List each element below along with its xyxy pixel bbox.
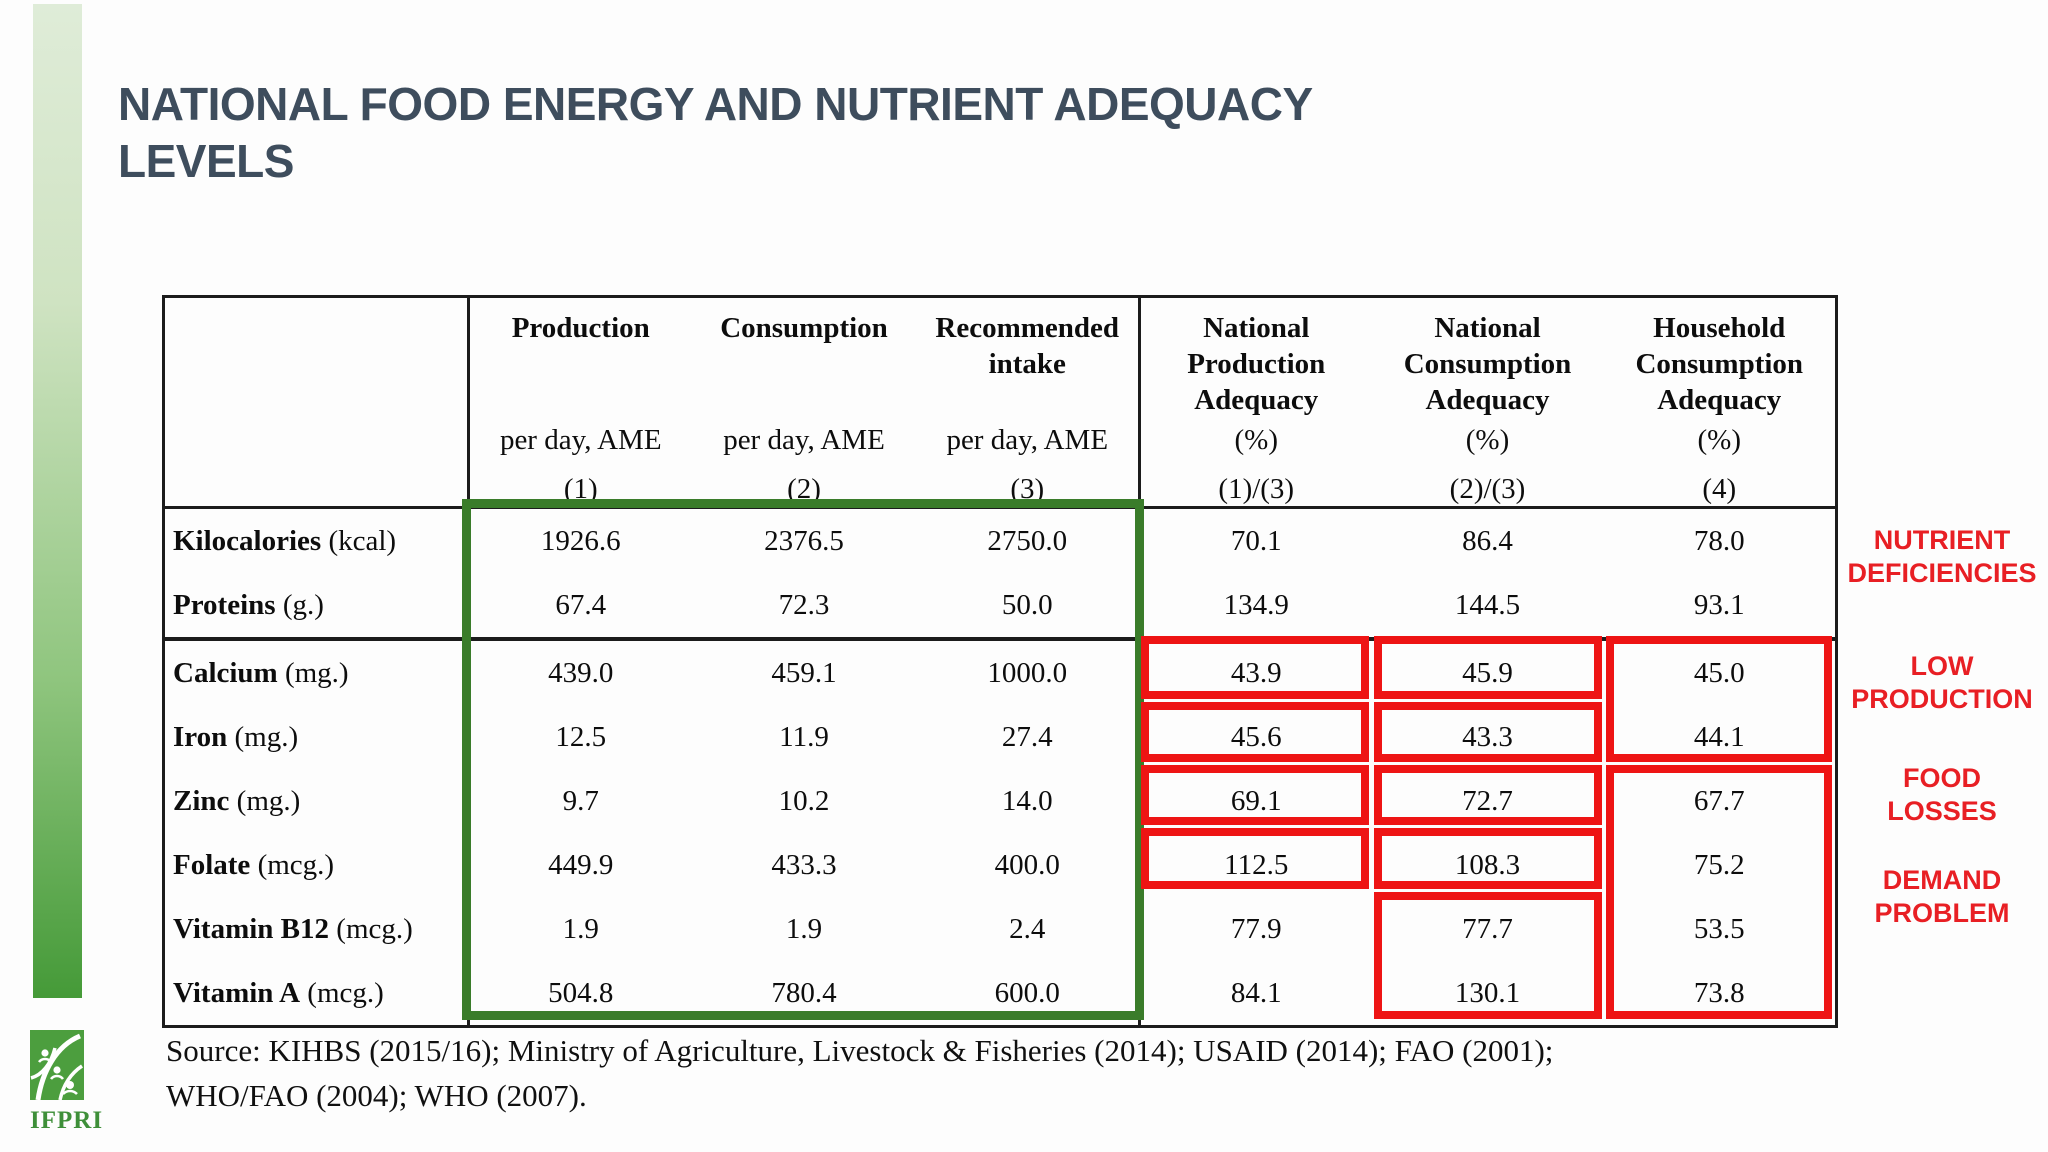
cell-col1: 504.8 xyxy=(548,976,614,1009)
cell-col3: 1000.0 xyxy=(916,637,1141,705)
row-label: Kilocalories (kcal) xyxy=(163,507,470,573)
cell-col5: 144.5 xyxy=(1454,588,1521,621)
row-label: Vitamin B12 (mcg.) xyxy=(163,897,470,961)
page-title-line2: LEVELS xyxy=(118,135,294,187)
cell-col2: 1.9 xyxy=(785,912,823,945)
table-row-proteins: Proteins (g.) 67.4 72.3 50.0 134.9 144.5 93.1 xyxy=(163,573,1837,639)
cell-col2: 10.2 xyxy=(778,784,830,817)
nutrient-adequacy-table: Production per day, AME (1) Consumption … xyxy=(162,295,1838,1028)
cell-col3: 27.4 xyxy=(916,705,1141,769)
source-citation: Source: KIHBS (2015/16); Ministry of Agr… xyxy=(166,1033,1554,1113)
cell-col3: 2.4 xyxy=(916,897,1141,961)
cell-col3: 14.0 xyxy=(916,769,1141,833)
table-row-vitamin-b12: Vitamin B12 (mcg.) 1.9 1.9 2.4 77.9 77.7 53.5 xyxy=(163,897,1837,961)
ifpri-logo-text: IFPRI xyxy=(30,1107,104,1134)
cell-col3: 600.0 xyxy=(916,961,1141,1027)
row-label: Zinc (mg.) xyxy=(163,769,470,833)
page-title-line1: NATIONAL FOOD ENERGY AND NUTRIENT ADEQUA… xyxy=(118,78,1313,130)
header-empty-cell xyxy=(163,296,470,509)
cell-col2: 11.9 xyxy=(779,720,829,753)
ifpri-logo-icon xyxy=(30,1030,84,1101)
table-row-calcium: Calcium (mg.) 439.0 459.1 1000.0 43.9 45.9 45.… xyxy=(163,637,1837,705)
cell-col2: 72.3 xyxy=(778,588,830,621)
row-label: Calcium (mg.) xyxy=(163,637,470,705)
cell-col3: 2750.0 xyxy=(916,507,1141,573)
cell-col4: 112.5 xyxy=(1224,848,1289,881)
header-recommended-intake: Recommended intake per day, AME (3) xyxy=(916,296,1141,509)
cell-col1: 439.0 xyxy=(468,637,692,705)
cell-col5: 72.7 xyxy=(1462,784,1513,817)
cell-col6: 75.2 xyxy=(1693,848,1745,881)
cell-col5: 45.9 xyxy=(1371,637,1604,705)
row-label: Iron (mg.) xyxy=(163,705,470,769)
cell-col4: 69.1 xyxy=(1230,784,1282,817)
cell-col2: 459.1 xyxy=(691,637,917,705)
cell-col6: 93.1 xyxy=(1693,588,1745,621)
table-row-folate: Folate (mcg.) 449.9 433.3 400.0 112.5 108.3 75… xyxy=(163,833,1837,897)
cell-col4: 43.9 xyxy=(1139,637,1372,705)
header-consumption: Consumption per day, AME (2) xyxy=(691,296,917,509)
row-label: Vitamin A (mcg.) xyxy=(163,961,470,1027)
cell-col5: 77.7 xyxy=(1462,912,1513,945)
header-production: Production per day, AME (1) xyxy=(468,296,692,509)
annotation-low-production: LOW PRODUCTION xyxy=(1851,651,2033,714)
cell-col5: 43.3 xyxy=(1462,720,1513,753)
table-row-kilocalories: Kilocalories (kcal) 1926.6 2376.5 2750.0 70.… xyxy=(163,507,1837,573)
cell-col2: 433.3 xyxy=(771,848,837,881)
table-row-zinc: Zinc (mg.) 9.7 10.2 14.0 69.1 72.7 67.7 xyxy=(163,769,1837,833)
cell-col2: 780.4 xyxy=(771,976,837,1009)
cell-col4: 70.1 xyxy=(1230,524,1282,557)
cell-col2: 2376.5 xyxy=(764,524,844,557)
cell-col5: 108.3 xyxy=(1454,848,1521,881)
cell-col1: 12.5 xyxy=(555,720,607,753)
cell-col4: 84.1 xyxy=(1230,976,1282,1009)
table-row-iron: Iron (mg.) 12.5 11.9 27.4 45.6 43.3 44.1 xyxy=(163,705,1837,769)
annotation-nutrient-deficiencies: NUTRIENT DEFICIENCIES xyxy=(1847,525,2037,588)
annotation-demand-problem: DEMAND PROBLEM xyxy=(1874,865,2010,928)
table-body: Kilocalories (kcal) 1926.6 2376.5 2750.0 70.… xyxy=(163,507,1837,1027)
cell-col1: 449.9 xyxy=(548,848,614,881)
cell-col1: 1926.6 xyxy=(540,524,621,557)
cell-col6: 53.5 xyxy=(1693,912,1745,945)
cell-col5: 86.4 xyxy=(1462,524,1513,557)
annotation-food-losses: FOOD LOSSES xyxy=(1887,763,1997,826)
cell-col6: 44.1 xyxy=(1693,720,1745,753)
cell-col4: 45.6 xyxy=(1230,720,1282,753)
row-label: Folate (mcg.) xyxy=(163,833,470,897)
cell-col4: 77.9 xyxy=(1230,912,1282,945)
cell-col1: 67.4 xyxy=(555,588,607,621)
table-row-vitamin-a: Vitamin A (mcg.) 504.8 780.4 600.0 84.1 130.1… xyxy=(163,961,1837,1027)
cell-col6: 78.0 xyxy=(1693,524,1745,557)
cell-col3: 400.0 xyxy=(916,833,1141,897)
header-national-production-adequacy: National Production Adequacy (%) (1)/(3) xyxy=(1139,296,1372,509)
cell-col1: 9.7 xyxy=(562,784,599,817)
page-title: NATIONAL FOOD ENERGY AND NUTRIENT ADEQUA… xyxy=(118,76,1418,190)
ifpri-logo: IFPRI xyxy=(30,1030,104,1135)
sidebar-gradient-bar xyxy=(33,4,82,998)
cell-col4: 134.9 xyxy=(1223,588,1289,621)
cell-col5: 130.1 xyxy=(1454,976,1521,1009)
cell-col3: 50.0 xyxy=(916,573,1141,639)
header-national-consumption-adequacy: National Consumption Adequacy (%) (2)/(3… xyxy=(1371,296,1604,509)
cell-col6: 73.8 xyxy=(1693,976,1745,1009)
cell-col6: 45.0 xyxy=(1603,637,1837,705)
cell-col6: 67.7 xyxy=(1693,784,1745,817)
row-label: Proteins (g.) xyxy=(163,573,470,639)
cell-col1: 1.9 xyxy=(562,912,599,945)
header-household-consumption-adequacy: Household Consumption Adequacy (%) (4) xyxy=(1603,296,1837,509)
